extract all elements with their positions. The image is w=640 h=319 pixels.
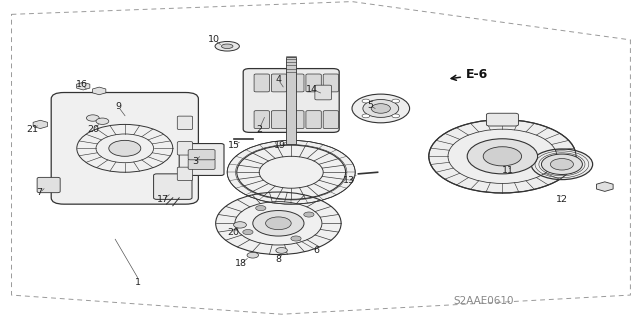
Circle shape [304,212,314,217]
Text: 14: 14 [307,85,318,94]
Text: 17: 17 [157,195,169,204]
Text: S2AAE0610: S2AAE0610 [453,296,513,307]
Circle shape [429,120,576,193]
FancyBboxPatch shape [177,167,193,181]
Text: 13: 13 [343,176,355,185]
Circle shape [234,222,246,228]
Text: 4: 4 [275,75,282,84]
FancyBboxPatch shape [188,159,215,169]
Circle shape [109,140,141,156]
Circle shape [392,114,399,118]
Text: 8: 8 [275,256,282,264]
Circle shape [276,248,287,253]
FancyBboxPatch shape [254,74,269,92]
Circle shape [531,149,593,180]
Text: 21: 21 [26,125,38,134]
FancyBboxPatch shape [177,142,193,155]
Circle shape [86,115,99,121]
Circle shape [227,140,355,204]
Circle shape [216,192,341,255]
Text: E-6: E-6 [451,69,488,81]
FancyBboxPatch shape [306,111,321,129]
Circle shape [96,118,109,124]
Circle shape [243,230,253,235]
Text: 16: 16 [76,80,88,89]
FancyBboxPatch shape [306,74,321,92]
FancyBboxPatch shape [289,74,304,92]
FancyBboxPatch shape [179,144,224,175]
Circle shape [483,147,522,166]
FancyBboxPatch shape [37,177,60,193]
Bar [286,57,296,144]
FancyBboxPatch shape [254,111,269,129]
Text: 20: 20 [228,228,239,237]
Circle shape [352,94,410,123]
Text: 18: 18 [236,259,247,268]
FancyBboxPatch shape [289,111,304,129]
Circle shape [363,100,399,117]
Circle shape [256,205,266,211]
FancyBboxPatch shape [271,74,287,92]
Text: 2: 2 [256,125,262,134]
Text: 9: 9 [115,102,122,111]
FancyBboxPatch shape [486,113,518,126]
FancyBboxPatch shape [271,111,287,129]
FancyBboxPatch shape [315,85,332,100]
Ellipse shape [215,41,239,51]
Ellipse shape [221,44,233,48]
Circle shape [467,139,538,174]
FancyBboxPatch shape [51,93,198,204]
Text: 11: 11 [502,166,513,175]
Circle shape [392,99,399,103]
FancyBboxPatch shape [154,174,192,199]
Circle shape [541,154,582,174]
Text: 1: 1 [134,278,141,287]
Circle shape [362,114,370,118]
Text: 19: 19 [275,141,286,150]
Text: 20: 20 [87,125,99,134]
Text: 3: 3 [192,157,198,166]
FancyBboxPatch shape [188,150,215,160]
Circle shape [247,252,259,258]
Circle shape [253,211,304,236]
FancyBboxPatch shape [323,74,339,92]
FancyBboxPatch shape [177,116,193,130]
FancyBboxPatch shape [243,69,339,132]
Circle shape [371,104,390,113]
Text: 12: 12 [556,195,568,204]
Circle shape [291,236,301,241]
Text: 15: 15 [228,141,239,150]
Text: 5: 5 [367,101,373,110]
Circle shape [362,99,370,103]
Text: 6: 6 [314,246,320,255]
Text: 10: 10 [209,35,220,44]
FancyBboxPatch shape [323,111,339,129]
Text: 7: 7 [36,189,43,197]
Circle shape [550,159,573,170]
Circle shape [266,217,291,230]
